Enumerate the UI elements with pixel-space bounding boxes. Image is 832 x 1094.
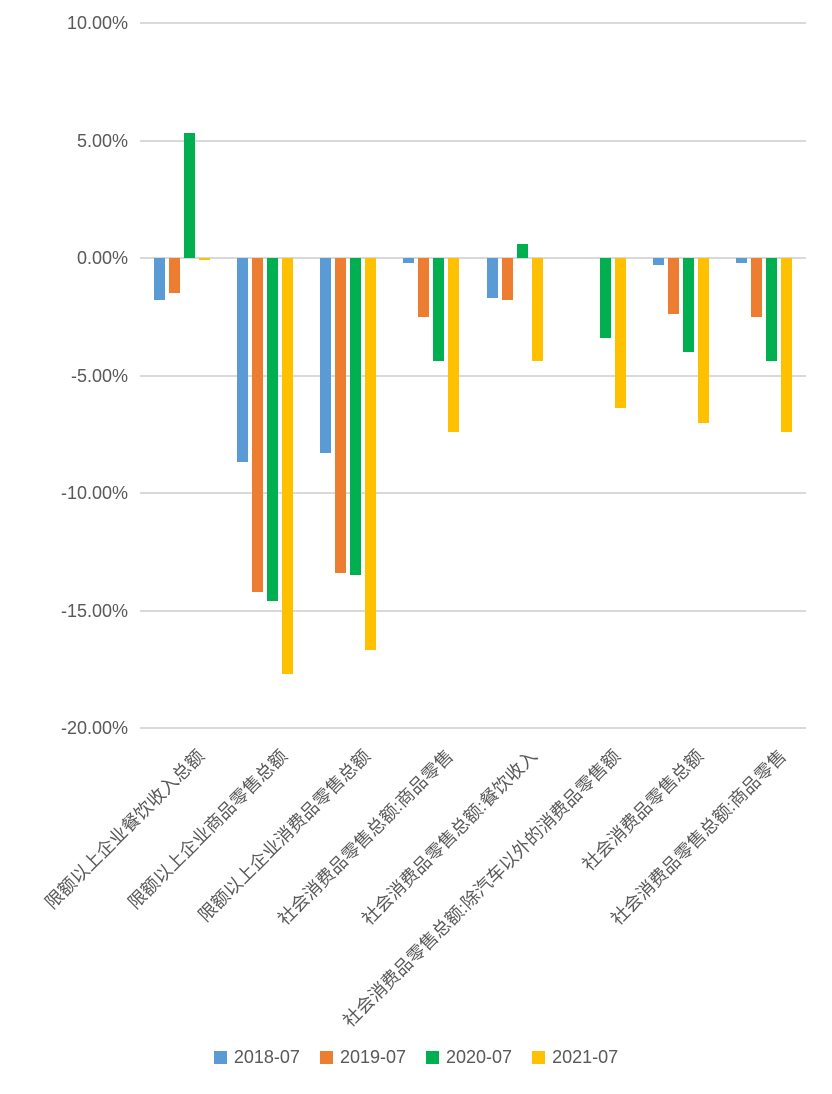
bar-2021-07-category-8: [781, 258, 792, 432]
bar-2019-07-category-8: [751, 258, 762, 317]
legend-swatch-icon: [426, 1050, 439, 1064]
bar-2020-07-category-1: [184, 133, 195, 259]
gridline: [140, 139, 806, 142]
y-tick-label: 0.00%: [76, 248, 128, 268]
gridline: [140, 492, 806, 494]
bar-2018-07-category-5: [487, 258, 498, 298]
bar-2019-07-category-5: [502, 258, 513, 300]
x-tick-label-category-5: 社会消费品零售总额:餐饮收入: [358, 746, 542, 930]
gridline: [140, 727, 806, 729]
bar-2019-07-category-1: [169, 258, 180, 293]
bar-2021-07-category-2: [282, 258, 293, 674]
bar-2020-07-category-6: [600, 258, 611, 338]
x-tick-label-category-3: 限额以上企业消费品零售总额: [194, 746, 375, 926]
x-tick-label-category-6: 社会消费品零售总额:除汽车以外的消费品零售额: [339, 746, 625, 1031]
y-tick-label: -15.00%: [60, 600, 128, 621]
legend-label: 2021-07: [552, 1047, 619, 1067]
y-tick-label: -10.00%: [60, 483, 128, 503]
x-tick-label-category-1: 限额以上企业餐饮收入总额: [41, 746, 209, 913]
legend-item-2020-07: 2020-07: [426, 1048, 512, 1066]
legend-label: 2020-07: [446, 1047, 513, 1067]
bar-2019-07-category-2: [252, 258, 263, 592]
gridline: [140, 22, 806, 24]
bar-2019-07-category-4: [418, 258, 429, 317]
bar-2018-07-category-8: [736, 258, 747, 263]
x-tick-label-category-8: 社会消费品零售总额:商品零售: [607, 746, 791, 930]
bar-2021-07-category-4: [448, 258, 459, 432]
bar-2018-07-category-4: [403, 258, 414, 263]
bar-2020-07-category-5: [517, 243, 528, 258]
bar-2021-07-category-1: [199, 258, 210, 260]
gridline: [140, 609, 806, 612]
y-tick-label: -5.00%: [70, 365, 128, 386]
bar-2019-07-category-3: [335, 258, 346, 573]
bar-2020-07-category-8: [766, 258, 777, 361]
bar-2018-07-category-1: [154, 258, 165, 300]
bar-2018-07-category-2: [237, 258, 248, 462]
legend-item-2021-07: 2021-07: [532, 1048, 618, 1066]
legend-swatch-icon: [532, 1050, 546, 1064]
x-tick-label-category-4: 社会消费品零售总额:商品零售: [274, 746, 458, 930]
bar-2018-07-category-3: [320, 258, 331, 453]
legend-label: 2018-07: [233, 1047, 300, 1067]
bar-2021-07-category-5: [532, 258, 543, 361]
bar-2019-07-category-7: [668, 258, 679, 314]
bar-2021-07-category-6: [615, 258, 626, 408]
y-tick-label: 10.00%: [66, 13, 128, 33]
bar-2020-07-category-7: [683, 258, 694, 352]
x-tick-label-category-2: 限额以上企业商品零售总额: [124, 746, 292, 913]
legend-item-2019-07: 2019-07: [319, 1047, 406, 1067]
gridline: [140, 374, 806, 377]
legend-swatch-icon: [319, 1050, 333, 1064]
gridline: [140, 257, 806, 259]
bar-2018-07-category-7: [653, 258, 664, 265]
y-tick-label: 5.00%: [76, 130, 128, 151]
bar-2020-07-category-4: [433, 258, 444, 361]
legend: 2018-07 2019-07 2020-07 2021-07: [0, 1048, 832, 1066]
legend-item-2018-07: 2018-07: [213, 1047, 300, 1067]
bar-2021-07-category-7: [698, 258, 709, 423]
legend-swatch-icon: [213, 1050, 227, 1064]
bar-2020-07-category-3: [350, 258, 361, 575]
bar-2021-07-category-3: [365, 258, 376, 650]
bar-2020-07-category-2: [267, 258, 278, 601]
y-tick-label: -20.00%: [60, 718, 128, 738]
legend-label: 2019-07: [339, 1047, 406, 1067]
